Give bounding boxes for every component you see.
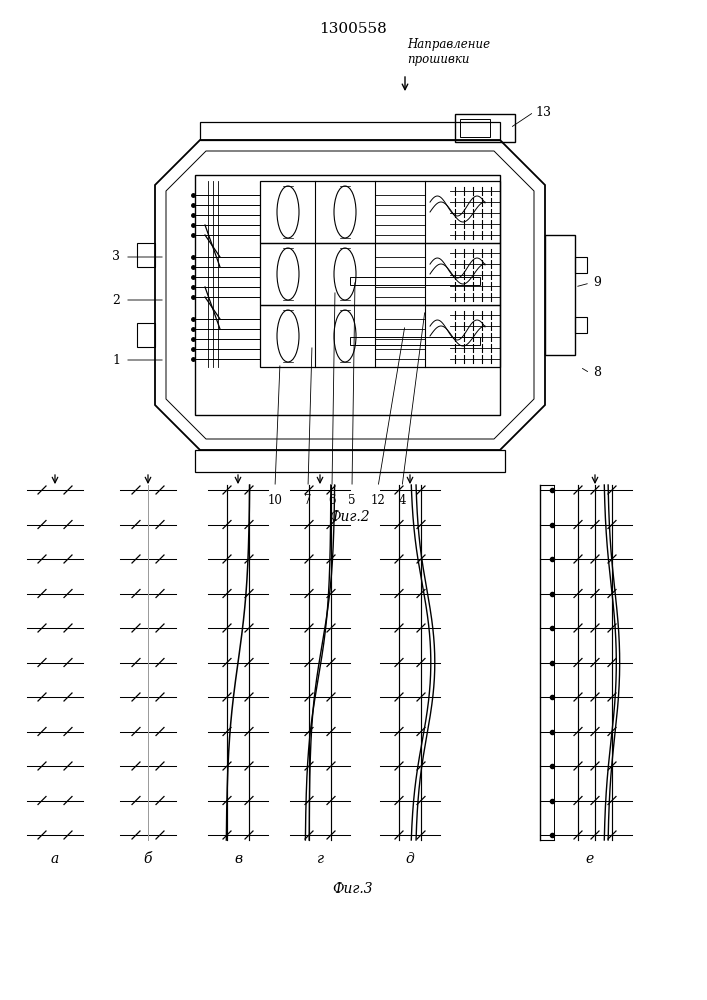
Bar bbox=[455, 114, 515, 142]
Text: 2: 2 bbox=[112, 294, 120, 306]
Bar bbox=[200, 122, 500, 140]
Bar bbox=[195, 450, 505, 472]
Text: 10: 10 bbox=[267, 494, 282, 507]
Bar bbox=[575, 257, 587, 273]
Text: е: е bbox=[586, 852, 594, 866]
Text: Фиг.2: Фиг.2 bbox=[329, 510, 370, 524]
Text: д: д bbox=[406, 852, 414, 866]
Text: 1300558: 1300558 bbox=[319, 22, 387, 36]
Text: 7: 7 bbox=[304, 494, 312, 507]
Text: б: б bbox=[144, 852, 152, 866]
Bar bbox=[260, 243, 500, 305]
Bar bbox=[260, 305, 500, 367]
Text: 1: 1 bbox=[112, 354, 120, 366]
Text: 5: 5 bbox=[349, 494, 356, 507]
Text: Фиг.3: Фиг.3 bbox=[333, 882, 373, 896]
Text: г: г bbox=[317, 852, 324, 866]
Text: 6: 6 bbox=[328, 494, 336, 507]
Bar bbox=[460, 119, 490, 137]
Text: 4: 4 bbox=[398, 494, 406, 507]
Bar bbox=[350, 277, 480, 285]
Text: 12: 12 bbox=[370, 494, 385, 507]
Text: 13: 13 bbox=[535, 105, 551, 118]
Bar bbox=[350, 337, 480, 345]
Bar bbox=[137, 243, 155, 267]
Text: 8: 8 bbox=[593, 366, 601, 379]
Bar bbox=[575, 317, 587, 333]
Text: 9: 9 bbox=[593, 276, 601, 290]
Bar bbox=[545, 235, 575, 355]
Bar bbox=[195, 175, 500, 415]
Text: Направление
прошивки: Направление прошивки bbox=[407, 38, 490, 66]
Text: в: в bbox=[234, 852, 242, 866]
Bar bbox=[137, 323, 155, 347]
Text: а: а bbox=[51, 852, 59, 866]
Bar bbox=[260, 181, 500, 243]
Text: 3: 3 bbox=[112, 250, 120, 263]
